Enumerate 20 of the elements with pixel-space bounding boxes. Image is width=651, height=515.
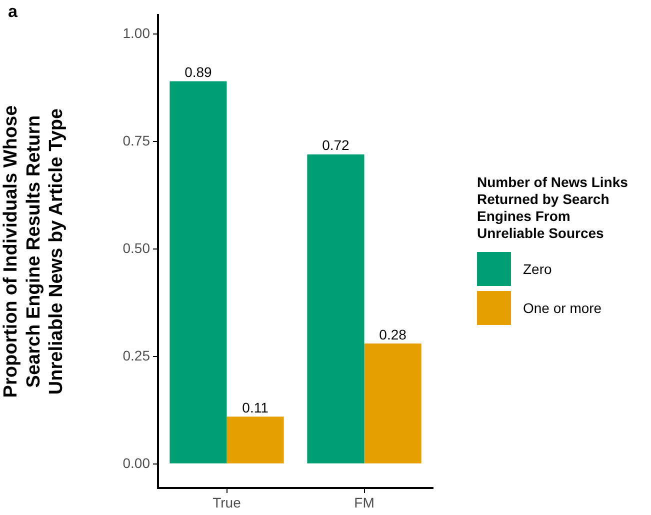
x-tick-label: FM [354, 494, 374, 510]
bar [307, 154, 364, 464]
y-tick-label: 0.25 [122, 347, 150, 364]
data-label: 0.11 [242, 399, 269, 416]
data-label: 0.89 [184, 64, 212, 80]
text: Zero [523, 260, 552, 276]
bar [170, 81, 227, 464]
bar [226, 416, 284, 464]
y-axis-title: Proportion of Individuals Whose Search Engine Results Return Unreliable News by Article Type [0, 105, 68, 398]
x-tick-label: True [212, 494, 242, 510]
data-label: 0.28 [379, 326, 407, 342]
text: a [8, 2, 18, 22]
text: One or more [523, 300, 602, 316]
y-tick-label: 0.00 [122, 454, 150, 471]
y-tick-label: 0.50 [122, 240, 150, 256]
data-label: 0.72 [322, 137, 350, 154]
y-tick-label: 0.75 [122, 132, 150, 148]
legend-title: Number of News Links Returned by Search Engines From Unreliable Sources [477, 174, 628, 242]
y-tick-label: 1.00 [122, 24, 150, 41]
bar [364, 344, 422, 464]
